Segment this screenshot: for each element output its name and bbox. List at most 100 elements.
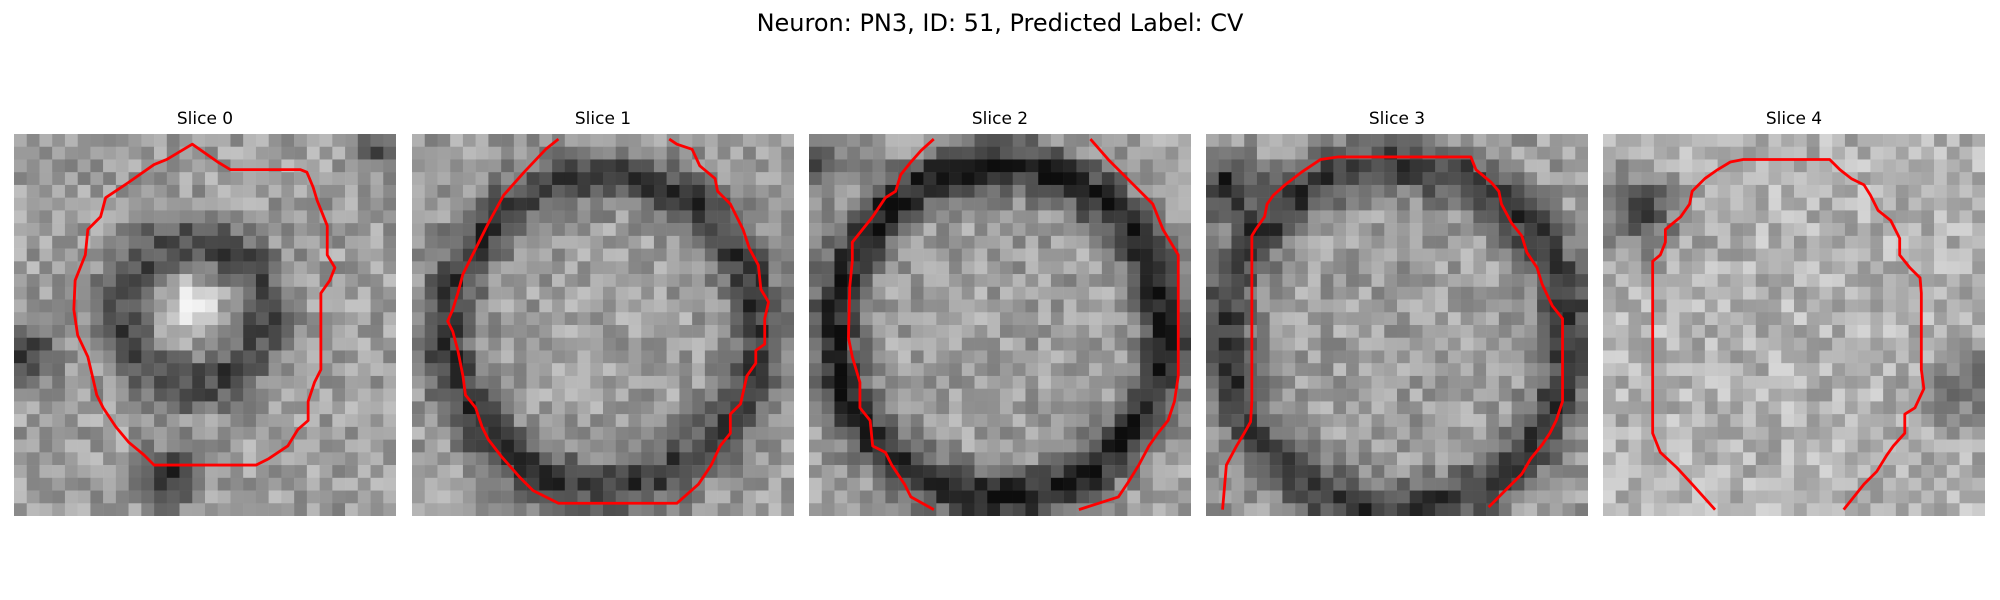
- slice-title: Slice 3: [1368, 109, 1426, 129]
- pixel: [641, 299, 655, 313]
- pixel: [1895, 465, 1909, 479]
- pixel: [1206, 184, 1219, 198]
- pixel: [1307, 146, 1321, 160]
- pixel: [1127, 401, 1141, 415]
- pixel: [14, 426, 27, 440]
- pixel: [52, 261, 66, 275]
- pixel: [1307, 426, 1321, 440]
- pixel: [103, 363, 117, 377]
- pixel: [1857, 325, 1871, 338]
- pixel: [332, 426, 346, 440]
- pixel: [679, 184, 693, 198]
- pixel: [847, 146, 861, 160]
- pixel: [357, 210, 371, 224]
- pixel: [1959, 286, 1973, 300]
- pixel: [768, 146, 782, 160]
- pixel: [345, 401, 359, 415]
- pixel: [26, 146, 40, 160]
- pixel: [1178, 159, 1191, 173]
- pixel: [1883, 134, 1897, 147]
- pixel: [564, 503, 578, 516]
- pixel: [205, 261, 218, 275]
- pixel: [1883, 337, 1897, 351]
- pixel: [653, 465, 667, 479]
- pixel: [179, 197, 193, 211]
- pixel: [1025, 197, 1039, 211]
- pixel: [450, 312, 464, 326]
- pixel: [885, 286, 899, 300]
- pixel: [1883, 363, 1897, 377]
- pixel: [424, 172, 438, 186]
- pixel: [1549, 465, 1563, 479]
- pixel: [450, 210, 464, 224]
- pixel: [1282, 388, 1296, 402]
- pixel: [1883, 210, 1897, 224]
- pixel: [1806, 159, 1820, 173]
- pixel: [115, 465, 129, 479]
- pixel: [526, 172, 540, 186]
- pixel: [450, 477, 464, 491]
- pixel: [653, 299, 667, 313]
- pixel: [1358, 375, 1372, 389]
- pixel: [743, 503, 757, 516]
- pixel: [1794, 146, 1807, 160]
- pixel: [1832, 172, 1846, 186]
- pixel: [859, 452, 873, 466]
- pixel: [1231, 325, 1245, 338]
- pixel: [743, 312, 757, 326]
- pixel: [1231, 350, 1245, 364]
- pixel: [1114, 401, 1128, 415]
- pixel: [1384, 350, 1398, 364]
- pixel: [781, 146, 794, 160]
- pixel: [821, 350, 835, 364]
- pixel: [39, 337, 53, 351]
- pixel: [1653, 312, 1667, 326]
- pixel: [64, 477, 78, 491]
- pixel: [1959, 274, 1973, 288]
- pixel: [1076, 134, 1090, 147]
- pixel: [1076, 223, 1090, 237]
- pixel: [1269, 299, 1283, 313]
- pixel: [1972, 439, 1985, 453]
- pixel: [192, 375, 206, 389]
- pixel: [885, 503, 899, 516]
- pixel: [1730, 337, 1744, 351]
- pixel: [1755, 274, 1769, 288]
- pixel: [345, 490, 359, 504]
- pixel: [564, 465, 578, 479]
- pixel: [1666, 414, 1680, 428]
- pixel: [666, 414, 680, 428]
- pixel: [1603, 286, 1616, 300]
- pixel: [90, 503, 104, 516]
- pixel: [166, 363, 180, 377]
- pixel: [281, 337, 295, 351]
- pixel: [679, 134, 693, 147]
- pixel: [488, 452, 502, 466]
- pixel: [370, 274, 384, 288]
- pixel: [1679, 375, 1693, 389]
- pixel: [192, 197, 206, 211]
- pixel: [768, 388, 782, 402]
- pixel: [1844, 375, 1858, 389]
- pixel: [39, 159, 53, 173]
- pixel: [52, 337, 66, 351]
- pixel: [1704, 414, 1718, 428]
- pixel: [1269, 235, 1283, 249]
- pixel: [14, 134, 27, 147]
- pixel: [103, 337, 117, 351]
- pixel: [847, 503, 861, 516]
- pixel: [115, 337, 129, 351]
- pixel: [692, 350, 706, 364]
- pixel: [974, 146, 988, 160]
- pixel: [77, 184, 91, 198]
- pixel: [1076, 325, 1090, 338]
- pixel: [319, 337, 333, 351]
- pixel: [1575, 426, 1588, 440]
- pixel: [1895, 172, 1909, 186]
- pixel: [192, 299, 206, 313]
- pixel: [1549, 248, 1563, 262]
- pixel: [1743, 337, 1757, 351]
- pixel: [1422, 299, 1436, 313]
- pixel: [319, 414, 333, 428]
- pixel: [255, 184, 269, 198]
